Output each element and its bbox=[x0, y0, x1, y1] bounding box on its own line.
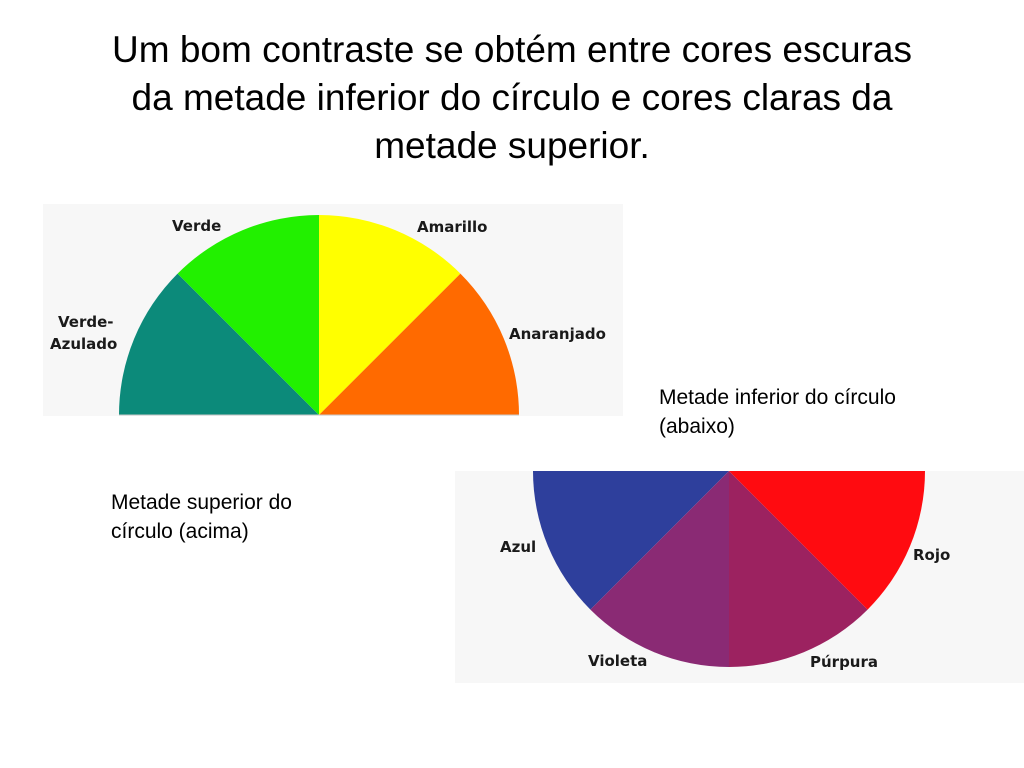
segment-verde-azulado bbox=[119, 273, 319, 415]
upper-wheel: Verde Amarillo Verde- Azulado Anaranjado bbox=[50, 215, 606, 416]
label-violeta: Violeta bbox=[588, 652, 647, 670]
segment-anaranjado bbox=[319, 273, 519, 415]
segment-rojo bbox=[729, 471, 925, 610]
slide-title: Um bom contraste se obtém entre cores es… bbox=[60, 26, 964, 170]
title-line-2: da metade inferior do círculo e cores cl… bbox=[131, 77, 893, 118]
label-rojo: Rojo bbox=[913, 546, 950, 564]
segment-amarillo bbox=[319, 215, 461, 415]
title-line-3: metade superior. bbox=[374, 125, 650, 166]
label-verde: Verde bbox=[172, 217, 221, 235]
segment-azul bbox=[533, 471, 729, 610]
label-azul: Azul bbox=[500, 538, 536, 556]
caption-lower-line-1: Metade inferior do círculo bbox=[659, 386, 896, 409]
segment-verde bbox=[177, 215, 319, 415]
label-amarillo: Amarillo bbox=[417, 218, 488, 236]
label-verde-azulado-line-1: Verde- bbox=[58, 313, 114, 331]
label-purpura: Púrpura bbox=[810, 653, 878, 671]
segment-violeta bbox=[590, 471, 729, 667]
segment-purpura bbox=[729, 471, 868, 667]
caption-upper-line-2: círculo (acima) bbox=[111, 520, 249, 543]
caption-lower-line-2: (abaixo) bbox=[659, 415, 735, 438]
caption-upper-line-1: Metade superior do bbox=[111, 491, 292, 514]
label-anaranjado: Anaranjado bbox=[509, 325, 606, 343]
title-line-1: Um bom contraste se obtém entre cores es… bbox=[112, 29, 912, 70]
lower-wheel: Azul Rojo Violeta Púrpura bbox=[500, 471, 950, 671]
caption-lower-half: Metade inferior do círculo (abaixo) bbox=[659, 383, 896, 441]
label-verde-azulado-line-2: Azulado bbox=[50, 335, 117, 353]
caption-upper-half: Metade superior do círculo (acima) bbox=[111, 488, 292, 546]
